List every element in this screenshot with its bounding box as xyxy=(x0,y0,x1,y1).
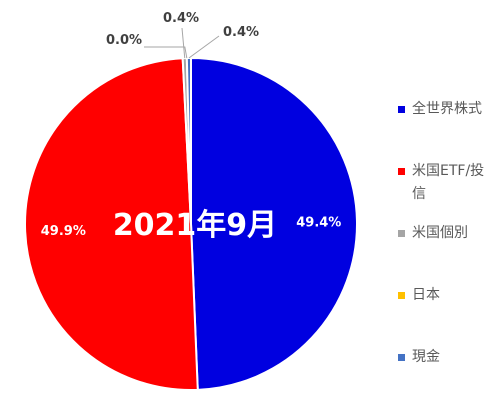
legend: 全世界株式 米国ETF/投信 米国個別 日本 現金 xyxy=(398,98,486,408)
legend-swatch-us-etf xyxy=(398,168,405,175)
leader-line-japan xyxy=(144,46,188,59)
legend-swatch-cash xyxy=(398,354,405,361)
pie-slice-us-etf xyxy=(23,57,199,391)
legend-swatch-japan xyxy=(398,292,405,299)
pie-slices xyxy=(23,56,358,391)
legend-label-japan: 日本 xyxy=(412,287,440,303)
legend-swatch-global-equity xyxy=(398,106,405,113)
legend-item-cash: 現金 xyxy=(398,346,486,408)
data-label-us-individual: 0.4% xyxy=(163,11,199,26)
legend-item-japan: 日本 xyxy=(398,284,486,346)
leader-line-us-individual xyxy=(181,27,186,59)
data-label-global-equity: 49.4% xyxy=(296,215,341,230)
legend-item-us-individual: 米国個別 xyxy=(398,222,486,284)
pie-slice-global-equity xyxy=(190,56,358,391)
legend-label-cash: 現金 xyxy=(412,349,440,365)
legend-label-us-etf: 米国ETF/投信 xyxy=(412,163,485,202)
data-labels: 49.4% 49.9% 0.4% 0.0% 0.4% xyxy=(41,11,342,239)
leader-lines xyxy=(144,27,220,59)
data-label-cash: 0.4% xyxy=(223,25,259,40)
data-label-us-etf: 49.9% xyxy=(41,224,86,239)
legend-item-us-etf: 米国ETF/投信 xyxy=(398,160,486,222)
leader-line-cash xyxy=(188,35,220,59)
legend-label-global-equity: 全世界株式 xyxy=(412,101,482,117)
chart-title: 2021年9月 xyxy=(112,208,278,243)
legend-swatch-us-individual xyxy=(398,230,405,237)
data-label-japan: 0.0% xyxy=(106,33,142,48)
legend-item-global-equity: 全世界株式 xyxy=(398,98,486,160)
legend-label-us-individual: 米国個別 xyxy=(412,225,468,241)
